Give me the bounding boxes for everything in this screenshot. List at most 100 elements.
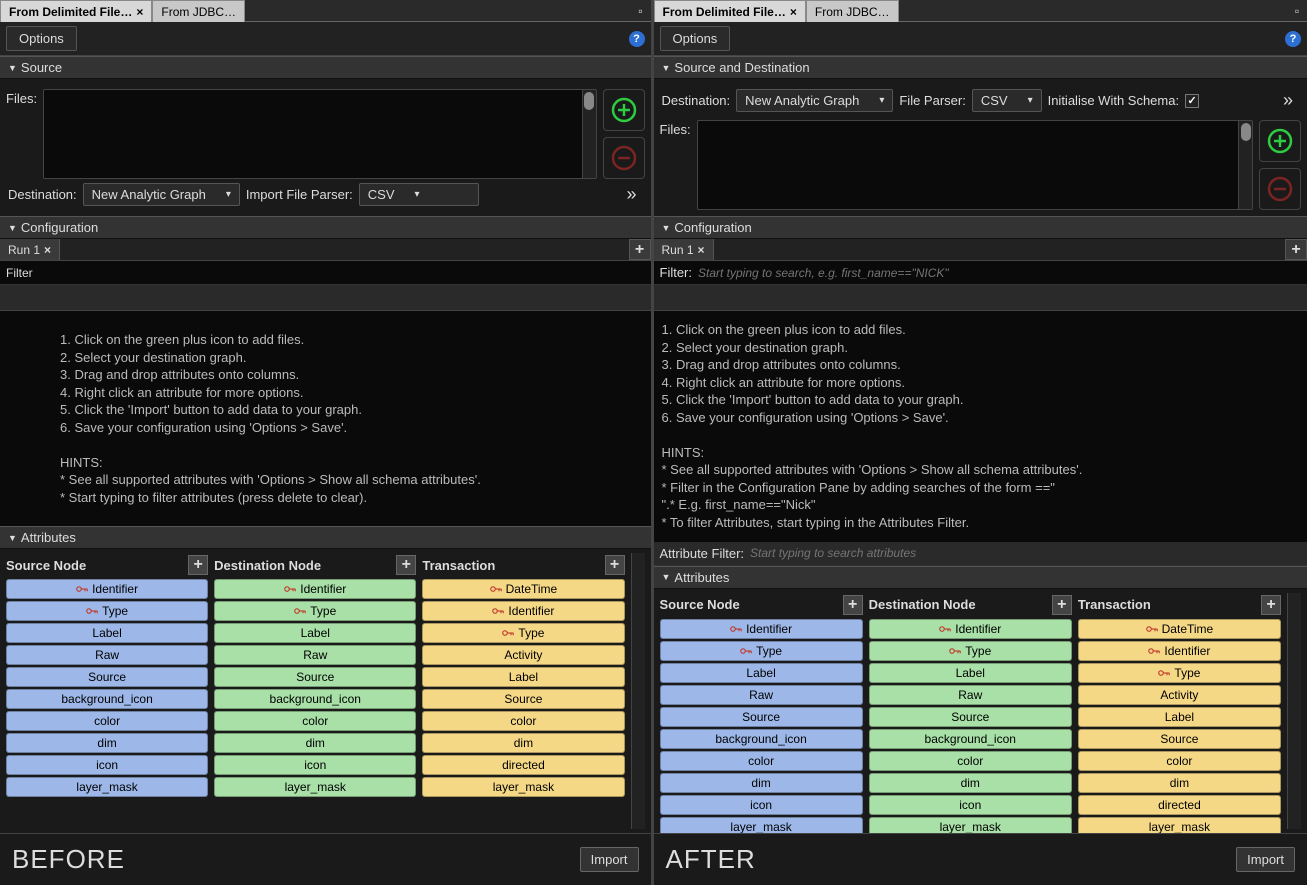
close-icon[interactable]: ×	[44, 243, 51, 257]
attribute-chip[interactable]: directed	[422, 755, 624, 775]
attribute-chip[interactable]: Source	[1078, 729, 1281, 749]
attribute-chip[interactable]: Source	[214, 667, 416, 687]
attribute-chip[interactable]: icon	[660, 795, 863, 815]
attribute-chip[interactable]: icon	[869, 795, 1072, 815]
add-run-button[interactable]: +	[1285, 239, 1307, 260]
add-attribute-button[interactable]: +	[605, 555, 625, 575]
attribute-chip[interactable]: background_icon	[214, 689, 416, 709]
attribute-chip[interactable]: background_icon	[660, 729, 863, 749]
add-attribute-button[interactable]: +	[396, 555, 416, 575]
attribute-chip[interactable]: color	[214, 711, 416, 731]
tab-delimited[interactable]: From Delimited File… ×	[654, 0, 806, 22]
attribute-chip[interactable]: layer_mask	[869, 817, 1072, 833]
add-attribute-button[interactable]: +	[1052, 595, 1072, 615]
parser-dropdown[interactable]: CSV	[359, 183, 479, 206]
attribute-chip[interactable]: Type	[214, 601, 416, 621]
attribute-chip[interactable]: Type	[422, 623, 624, 643]
add-file-button[interactable]	[603, 89, 645, 131]
attribute-chip[interactable]: DateTime	[422, 579, 624, 599]
attribute-chip[interactable]: Label	[6, 623, 208, 643]
tab-jdbc[interactable]: From JDBC…	[152, 0, 245, 22]
attribute-chip[interactable]: Label	[869, 663, 1072, 683]
attribute-chip[interactable]: Label	[1078, 707, 1281, 727]
attribute-chip[interactable]: Type	[1078, 663, 1281, 683]
attribute-chip[interactable]: Activity	[1078, 685, 1281, 705]
help-icon[interactable]: ?	[629, 31, 645, 47]
configuration-header[interactable]: Configuration	[0, 216, 651, 239]
files-listbox[interactable]	[697, 120, 1253, 210]
attribute-chip[interactable]: Label	[660, 663, 863, 683]
destination-dropdown[interactable]: New Analytic Graph	[83, 183, 240, 206]
scrollbar[interactable]	[1287, 593, 1301, 829]
help-icon[interactable]: ?	[1285, 31, 1301, 47]
scrollbar[interactable]	[1238, 121, 1252, 209]
attribute-chip[interactable]: color	[422, 711, 624, 731]
attribute-chip[interactable]: Source	[660, 707, 863, 727]
attribute-chip[interactable]: Raw	[6, 645, 208, 665]
attribute-chip[interactable]: color	[660, 751, 863, 771]
configuration-header[interactable]: Configuration	[654, 216, 1307, 239]
remove-file-button[interactable]	[1259, 168, 1301, 210]
add-file-button[interactable]	[1259, 120, 1301, 162]
attribute-chip[interactable]: layer_mask	[660, 817, 863, 833]
scrollbar[interactable]	[582, 90, 596, 178]
tab-jdbc[interactable]: From JDBC…	[806, 0, 899, 22]
attribute-chip[interactable]: Identifier	[214, 579, 416, 599]
add-attribute-button[interactable]: +	[843, 595, 863, 615]
expand-icon[interactable]: »	[620, 184, 642, 205]
expand-icon[interactable]: »	[1277, 90, 1299, 111]
import-button[interactable]: Import	[1236, 847, 1295, 872]
attribute-chip[interactable]: layer_mask	[6, 777, 208, 797]
import-button[interactable]: Import	[580, 847, 639, 872]
attribute-chip[interactable]: layer_mask	[1078, 817, 1281, 833]
source-header[interactable]: Source	[0, 56, 651, 79]
options-button[interactable]: Options	[660, 26, 731, 51]
attributes-header[interactable]: Attributes	[0, 526, 651, 549]
attribute-chip[interactable]: icon	[214, 755, 416, 775]
options-button[interactable]: Options	[6, 26, 77, 51]
filter-strip[interactable]	[654, 285, 1307, 311]
attribute-chip[interactable]: Type	[660, 641, 863, 661]
attribute-chip[interactable]: Label	[422, 667, 624, 687]
source-dest-header[interactable]: Source and Destination	[654, 56, 1307, 79]
attribute-chip[interactable]: Source	[869, 707, 1072, 727]
maximize-icon[interactable]: ▫	[1287, 0, 1307, 22]
destination-dropdown[interactable]: New Analytic Graph	[736, 89, 893, 112]
attribute-chip[interactable]: Source	[6, 667, 208, 687]
attribute-chip[interactable]: color	[1078, 751, 1281, 771]
attribute-chip[interactable]: color	[6, 711, 208, 731]
attr-filter-input[interactable]	[750, 546, 1301, 560]
attribute-chip[interactable]: Type	[6, 601, 208, 621]
filter-input[interactable]	[698, 266, 1301, 280]
attribute-chip[interactable]: dim	[214, 733, 416, 753]
tab-delimited[interactable]: From Delimited File… ×	[0, 0, 152, 22]
maximize-icon[interactable]: ▫	[631, 0, 651, 22]
attribute-chip[interactable]: layer_mask	[214, 777, 416, 797]
attribute-chip[interactable]: icon	[6, 755, 208, 775]
run-tab[interactable]: Run 1 ×	[0, 239, 60, 260]
attribute-chip[interactable]: Raw	[869, 685, 1072, 705]
schema-checkbox[interactable]	[1185, 94, 1199, 108]
attribute-chip[interactable]: dim	[869, 773, 1072, 793]
add-attribute-button[interactable]: +	[188, 555, 208, 575]
attribute-chip[interactable]: color	[869, 751, 1072, 771]
attribute-chip[interactable]: dim	[6, 733, 208, 753]
run-tab[interactable]: Run 1 ×	[654, 239, 714, 260]
scrollbar[interactable]	[631, 553, 645, 829]
attribute-chip[interactable]: Identifier	[660, 619, 863, 639]
attribute-chip[interactable]: dim	[1078, 773, 1281, 793]
attributes-header[interactable]: Attributes	[654, 566, 1307, 589]
attribute-chip[interactable]: background_icon	[869, 729, 1072, 749]
attribute-chip[interactable]: Raw	[660, 685, 863, 705]
remove-file-button[interactable]	[603, 137, 645, 179]
attribute-chip[interactable]: directed	[1078, 795, 1281, 815]
filter-strip[interactable]	[0, 285, 651, 311]
attribute-chip[interactable]: Label	[214, 623, 416, 643]
files-listbox[interactable]	[43, 89, 596, 179]
attribute-chip[interactable]: dim	[660, 773, 863, 793]
close-icon[interactable]: ×	[790, 5, 797, 19]
close-icon[interactable]: ×	[698, 243, 705, 257]
attribute-chip[interactable]: dim	[422, 733, 624, 753]
attribute-chip[interactable]: Identifier	[6, 579, 208, 599]
attribute-chip[interactable]: DateTime	[1078, 619, 1281, 639]
